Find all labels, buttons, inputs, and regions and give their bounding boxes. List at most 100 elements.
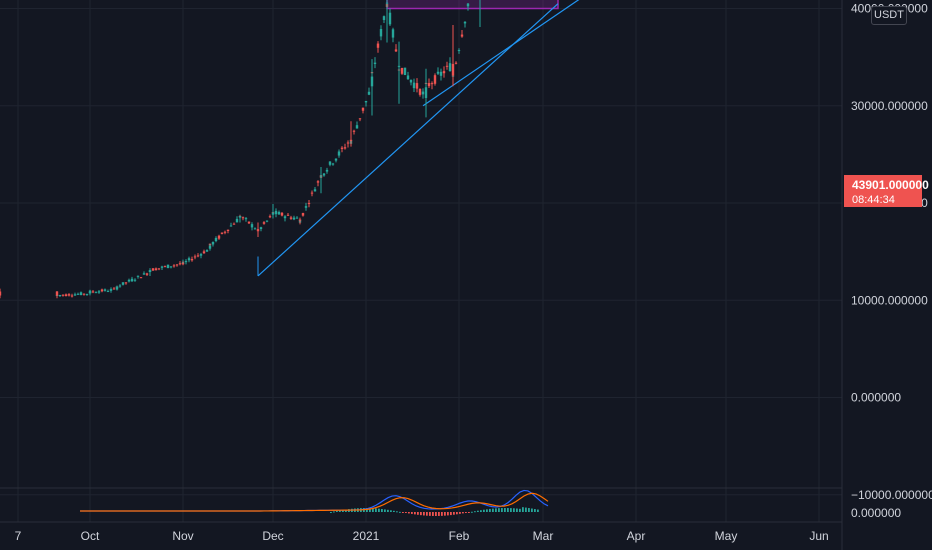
candle	[439, 68, 443, 81]
macd-histogram-bar	[471, 511, 473, 513]
trendline[interactable]	[422, 0, 630, 107]
macd-histogram-bar	[492, 508, 494, 512]
candle	[427, 78, 431, 89]
candle	[424, 68, 428, 118]
time-tick-label: Oct	[81, 529, 100, 543]
candle	[253, 227, 257, 230]
macd-histogram-bar	[369, 508, 371, 512]
last-price-tag: 43901.000000 08:44:34	[844, 175, 929, 207]
candle	[193, 254, 197, 260]
price-tick-label: 30000.000000	[851, 99, 928, 113]
candle	[331, 162, 335, 166]
candle	[277, 210, 281, 215]
macd-histogram-bar	[501, 508, 503, 512]
macd-histogram-bar	[480, 510, 482, 512]
candle	[124, 282, 128, 285]
macd-histogram-bar	[474, 511, 476, 513]
candle	[232, 222, 236, 225]
macd-histogram-bar	[372, 508, 374, 512]
candle	[202, 249, 206, 254]
candle	[175, 264, 179, 267]
currency-badge[interactable]: USDT	[871, 6, 907, 25]
price-tick-label: 0.000000	[851, 391, 901, 405]
macd-histogram-bar	[531, 508, 533, 512]
candle	[226, 229, 230, 234]
candle	[151, 267, 155, 271]
candle	[106, 289, 110, 293]
candle	[130, 276, 134, 282]
candle	[479, 0, 481, 27]
macd-histogram-bar	[441, 512, 443, 516]
trendline[interactable]	[257, 3, 559, 277]
candle	[214, 236, 218, 243]
candle	[409, 79, 413, 86]
macd-histogram-bar	[489, 508, 491, 512]
candle	[109, 287, 113, 293]
candle	[295, 216, 299, 219]
candle	[244, 216, 248, 222]
candle	[355, 121, 359, 129]
candle	[268, 214, 272, 219]
macd-histogram-bar	[534, 509, 536, 512]
candle	[247, 221, 251, 225]
time-axis[interactable]: 7 Oct Nov Dec 2021 Feb Mar Apr May Jun	[15, 529, 829, 543]
chart-drawings[interactable]	[257, 0, 684, 277]
candle	[286, 213, 290, 216]
support-zone[interactable]	[386, 0, 559, 10]
macd-axis-label: 0.000000	[851, 506, 901, 520]
candle	[457, 48, 461, 54]
candle	[184, 259, 188, 265]
candle	[274, 208, 278, 218]
macd-histogram-bar	[399, 511, 401, 513]
candle	[88, 291, 92, 296]
candle	[418, 88, 422, 97]
candle	[163, 265, 167, 268]
candle	[64, 293, 68, 297]
macd-histogram-bar	[333, 511, 335, 513]
candle	[82, 293, 86, 296]
candle	[187, 256, 191, 263]
candle	[367, 87, 371, 96]
candle	[454, 61, 458, 65]
macd-histogram-bar	[411, 512, 413, 514]
macd-histogram-bar	[417, 512, 419, 515]
candle	[0, 288, 2, 299]
macd-histogram-bar	[405, 512, 407, 513]
candle	[421, 88, 425, 99]
candle	[172, 264, 176, 268]
macd-histogram-bar	[456, 512, 458, 515]
candle	[208, 243, 212, 251]
candle	[334, 158, 338, 163]
candle	[139, 277, 143, 279]
macd-histogram-bar	[402, 512, 404, 513]
price-tick-label: 10000.000000	[851, 293, 928, 307]
candle	[55, 291, 59, 299]
candle	[346, 140, 350, 148]
macd-histogram-bar	[468, 512, 470, 513]
macd-histogram-bar	[393, 510, 395, 512]
candle	[217, 234, 221, 240]
candle	[337, 149, 341, 158]
candle	[133, 278, 137, 282]
candle	[136, 275, 140, 279]
candle	[349, 121, 353, 147]
macd-histogram-bar	[330, 512, 332, 513]
macd-histogram-bar	[510, 508, 512, 512]
candle	[406, 71, 410, 80]
macd-histogram-bar	[414, 512, 416, 515]
candle	[259, 226, 263, 232]
macd-histogram-bar	[342, 509, 344, 512]
candle	[313, 186, 317, 192]
macd-histogram-bar	[339, 510, 341, 512]
macd-histogram-bar	[426, 512, 428, 516]
candle	[127, 278, 131, 283]
candle	[310, 190, 314, 197]
candle	[91, 289, 95, 294]
macd-histogram-bar	[423, 512, 425, 516]
macd-histogram-bar	[525, 507, 527, 512]
macd-line	[80, 489, 549, 512]
candle	[307, 200, 311, 208]
candle	[343, 143, 347, 150]
